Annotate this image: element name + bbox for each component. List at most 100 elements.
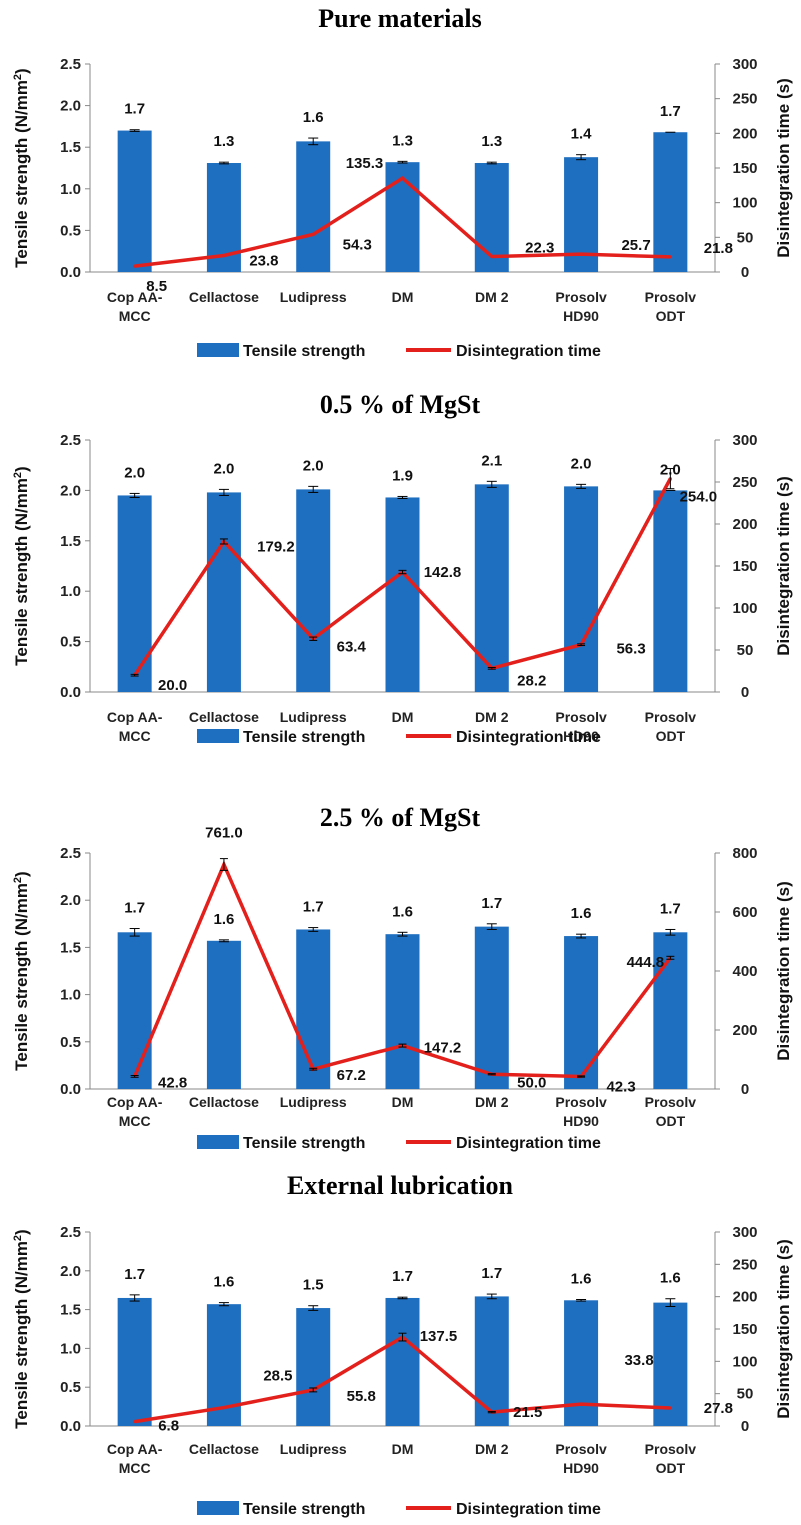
bar [296,489,331,692]
y-tick-label: 1.0 [60,987,81,1004]
bar [117,495,152,692]
legend-label-disintegration: Disintegration time [456,343,601,360]
bar-data-label: 1.6 [571,905,592,922]
y-tick-label: 2.5 [60,432,81,449]
y-tick-label: 0.5 [60,222,81,239]
bar [653,490,688,692]
chart-panel-2: 0.5 % of MgSt 0.0 0.5 1.0 1.5 2.0 2.5 0 50 100 150… [12,390,793,746]
y-axis-title-part: Tensile strength (N/mm [12,478,31,666]
bar-data-label: 1.6 [303,109,324,126]
y-axis-title-part: Tensile strength (N/mm [12,1241,31,1429]
x-tick-label: DM [392,1441,414,1457]
x-tick-label: MCC [119,1460,151,1476]
chart-title: External lubrication [287,1171,514,1200]
y-tick-label: 2.0 [60,892,81,909]
x-tick-label: DM 2 [475,289,509,305]
x-tick-label: Ludipress [280,1441,347,1457]
line-point [311,232,315,236]
y2-tick-label: 150 [732,558,757,575]
y-tick-label: 2.0 [60,98,81,115]
line-data-label: 27.8 [704,1400,733,1417]
x-tick-label: DM [392,1094,414,1110]
bar-data-label: 2.0 [213,460,234,477]
bar [117,1297,152,1426]
y2-tick-label: 800 [732,845,757,862]
bar-data-label: 1.3 [481,133,502,150]
x-tick-label: HD90 [563,1460,599,1476]
legend-label-disintegration: Disintegration time [456,729,601,746]
y2-tick-label: 0 [741,684,749,701]
line-point [222,253,226,257]
x-tick-label: HD90 [563,308,599,324]
bar-data-label: 2.0 [571,455,592,472]
line-data-label: 42.3 [606,1079,635,1096]
x-tick-label: DM [392,289,414,305]
y2-tick-label: 100 [732,1353,757,1370]
legend-bar-swatch [197,1501,239,1515]
y2-tick-label: 0 [741,1418,749,1435]
bar-data-label: 1.7 [124,1266,145,1283]
x-tick-label: Prosolv [555,289,607,305]
bar-data-label: 1.3 [213,133,234,150]
chart-panel-1: Pure materials 0.0 0.5 1.0 1.5 2.0 2.5 0 50 100 15… [12,4,793,360]
y-axis-title-superscript: 2 [12,74,24,80]
bar [296,141,331,272]
bar-data-label: 1.3 [392,132,413,149]
line-data-label: 23.8 [249,252,278,269]
y2-tick-label: 250 [732,1256,757,1273]
bar-data-label: 1.6 [213,1274,234,1291]
line-point [579,252,583,256]
y-tick-label: 1.5 [60,139,81,156]
x-tick-label: ODT [656,1460,686,1476]
bar [564,1300,599,1426]
y-tick-label: 2.5 [60,845,81,862]
bar-data-label: 1.7 [124,900,145,917]
line-data-label: 28.2 [517,672,546,689]
chart-title: Pure materials [318,4,481,33]
line-data-label: 50.0 [517,1074,546,1091]
y2-tick-label: 50 [737,1386,754,1403]
y2-tick-label: 150 [732,1321,757,1338]
line-data-label: 147.2 [424,1040,462,1057]
bar-data-label: 1.6 [392,903,413,920]
x-tick-label: DM 2 [475,709,509,725]
x-tick-label: Prosolv [555,1094,607,1110]
x-tick-label: Ludipress [280,709,347,725]
y-axis-title: Tensile strength (N/mm2) [12,871,31,1070]
y-tick-label: 0.5 [60,634,81,651]
y-axis-title-part: ) [12,466,31,472]
line-point [668,1406,672,1410]
x-tick-label: Ludipress [280,1094,347,1110]
bar-data-label: 1.7 [124,101,145,118]
x-tick-label: Prosolv [645,709,697,725]
line-data-label: 42.8 [158,1074,187,1091]
bar [117,130,152,272]
y2-tick-label: 200 [732,516,757,533]
y2-tick-label: 400 [732,963,757,980]
y-axis-title-superscript: 2 [12,877,24,883]
y-tick-label: 1.5 [60,533,81,550]
bar-data-label: 1.6 [213,911,234,928]
x-tick-label: Cop AA- [107,1094,163,1110]
bar-data-label: 1.7 [303,899,324,916]
y-axis-title: Tensile strength (N/mm2) [12,466,31,665]
y-axis-title-part: Tensile strength (N/mm [12,883,31,1071]
y2-tick-label: 150 [732,160,757,177]
bar [474,484,509,692]
line-data-label: 21.8 [704,240,733,257]
y-tick-label: 2.5 [60,56,81,73]
x-tick-label: Prosolv [555,1441,607,1457]
legend-label-disintegration: Disintegration time [456,1501,601,1518]
line-data-label: 55.8 [347,1388,376,1405]
chart-title: 0.5 % of MgSt [320,390,481,419]
bar-data-label: 2.0 [303,457,324,474]
y-tick-label: 1.5 [60,939,81,956]
x-tick-label: Ludipress [280,289,347,305]
legend-bar-swatch [197,729,239,743]
y-tick-label: 1.5 [60,1302,81,1319]
y-tick-label: 2.0 [60,1263,81,1280]
line-data-label: 444.8 [627,954,665,971]
bar-data-label: 1.6 [660,1270,681,1287]
